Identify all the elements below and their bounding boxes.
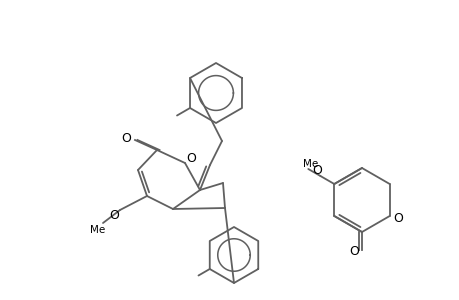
Text: O: O [348,245,358,259]
Text: Me: Me [302,159,317,169]
Text: O: O [312,164,322,176]
Text: Me: Me [90,225,106,235]
Text: O: O [109,209,119,223]
Text: O: O [392,212,402,226]
Text: O: O [121,131,131,145]
Text: O: O [185,152,196,164]
